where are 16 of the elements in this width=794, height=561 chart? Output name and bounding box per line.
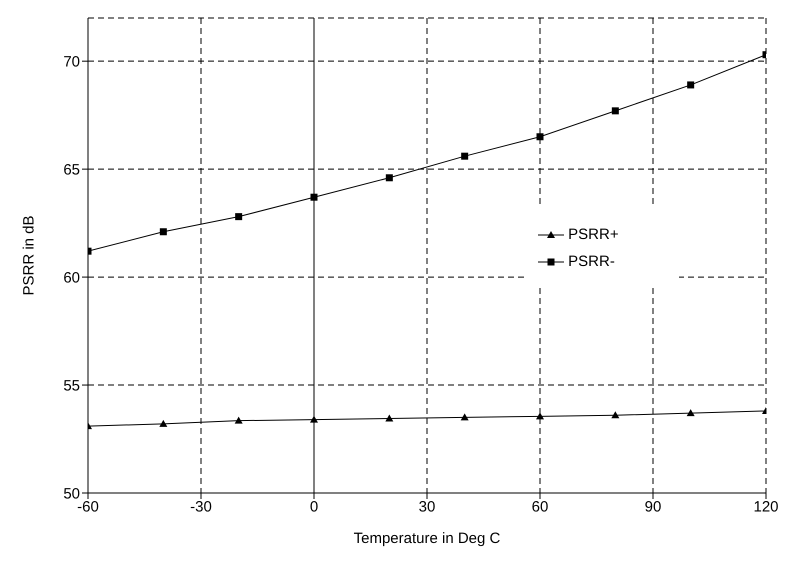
x-tick-label: 90 [644, 498, 662, 516]
x-tick-label: -30 [190, 498, 212, 516]
y-tick-label: 55 [63, 377, 80, 394]
x-tick-label: 120 [753, 498, 779, 516]
legend-label: PSRR- [567, 253, 615, 270]
x-tick-label: 60 [532, 498, 548, 516]
x-tick-label: -60 [77, 498, 99, 516]
y-tick-label: 50 [63, 485, 80, 502]
x-tick-label: 30 [418, 498, 436, 516]
y-tick-label: 60 [63, 269, 80, 286]
y-tick-label: 70 [63, 54, 80, 71]
legend-label: PSRR+ [567, 226, 619, 243]
x-tick-label: 0 [310, 498, 318, 516]
y-tick-label: 65 [63, 161, 80, 178]
y-axis-title: PSRR in dB [20, 215, 38, 296]
x-axis-title: Temperature in Deg C [354, 530, 501, 547]
